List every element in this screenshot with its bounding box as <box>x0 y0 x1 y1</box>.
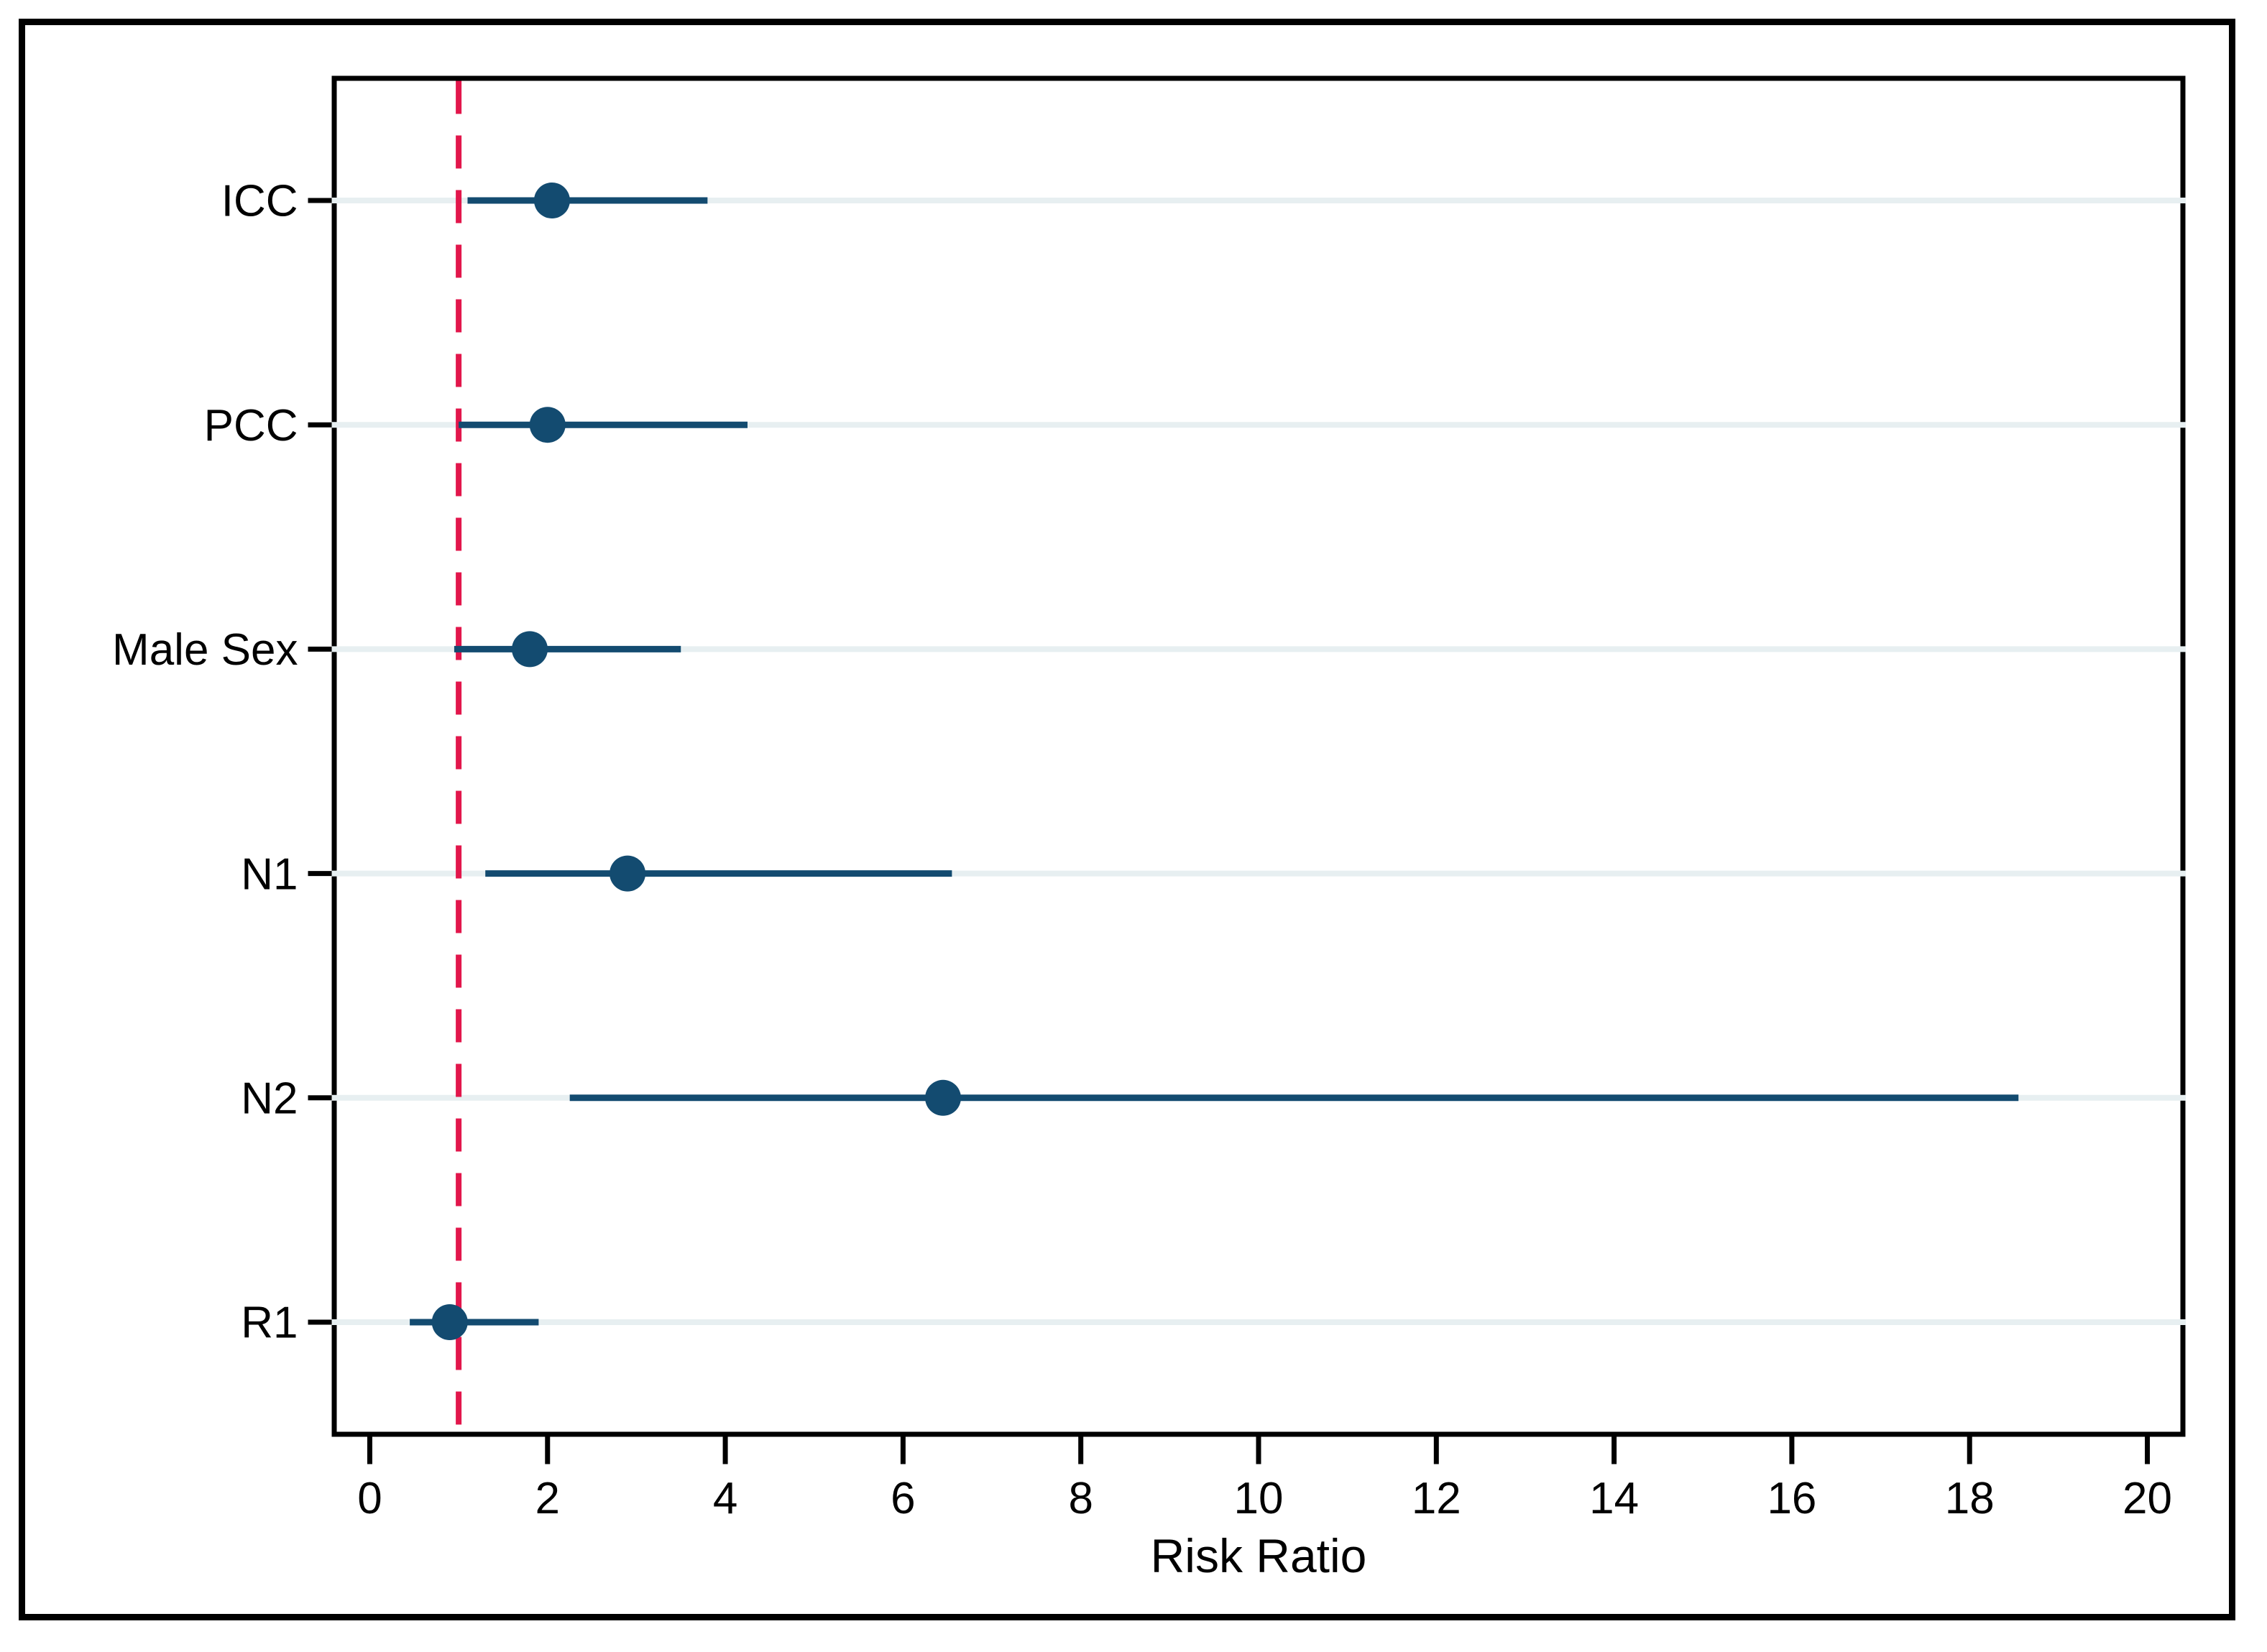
plot-area: ICC PCC Male Sex N1 N2 R1 0 2 4 6 8 10 12 14 16 18 20 <box>112 75 2186 1523</box>
x-tick-label-12: 12 <box>1412 1474 1461 1523</box>
y-label-n2: N2 <box>241 1074 298 1124</box>
x-tick-label-18: 18 <box>1945 1474 1995 1523</box>
x-axis-title: Risk Ratio <box>1151 1529 1367 1582</box>
x-tick-label-8: 8 <box>1068 1474 1093 1523</box>
x-tick-label-10: 10 <box>1234 1474 1284 1523</box>
x-tick-label-0: 0 <box>357 1474 382 1523</box>
plot-border <box>331 75 2186 1437</box>
point-n1 <box>610 855 646 892</box>
x-tick-label-4: 4 <box>713 1474 737 1523</box>
y-label-r1: R1 <box>241 1298 298 1348</box>
point-r1 <box>431 1304 468 1340</box>
y-label-icc: ICC <box>221 177 298 226</box>
x-tick-label-14: 14 <box>1589 1474 1639 1523</box>
figure-border <box>19 19 2235 1620</box>
x-tick-label-2: 2 <box>535 1474 560 1523</box>
y-label-pcc: PCC <box>204 401 298 451</box>
x-tick-label-16: 16 <box>1767 1474 1816 1523</box>
point-pcc <box>529 407 566 443</box>
point-n2 <box>925 1079 962 1116</box>
point-male-sex <box>512 631 548 668</box>
x-tick-label-6: 6 <box>891 1474 915 1523</box>
y-label-male-sex: Male Sex <box>112 625 298 675</box>
point-icc <box>533 183 570 218</box>
y-label-n1: N1 <box>241 849 298 899</box>
x-tick-label-20: 20 <box>2123 1474 2172 1523</box>
